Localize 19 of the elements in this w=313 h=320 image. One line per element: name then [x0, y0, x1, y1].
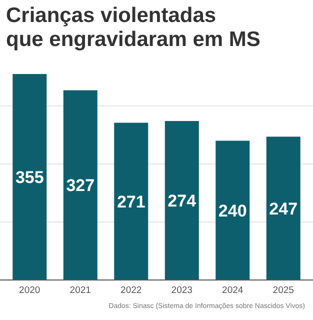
- bar: [164, 121, 199, 280]
- bar: [216, 140, 250, 280]
- bar: [114, 122, 148, 280]
- data-label: 271: [116, 192, 146, 212]
- x-tick-label: 2023: [171, 285, 192, 296]
- x-tick-label: 2025: [272, 285, 294, 296]
- bar: [266, 136, 300, 280]
- bar: [63, 90, 98, 280]
- data-label: 327: [66, 176, 95, 196]
- bar: [12, 74, 47, 280]
- data-label: 355: [15, 168, 44, 187]
- x-tick-label: 2024: [222, 285, 244, 296]
- x-tick-label: 2022: [120, 285, 142, 296]
- x-tick-label: 2021: [70, 285, 91, 296]
- data-label: 240: [218, 201, 247, 220]
- data-label: 247: [269, 199, 298, 218]
- x-tick-label: 2020: [19, 285, 40, 296]
- chart-title: Crianças violentadas que engravidaram em MS: [6, 4, 260, 51]
- data-label: 274: [168, 191, 197, 210]
